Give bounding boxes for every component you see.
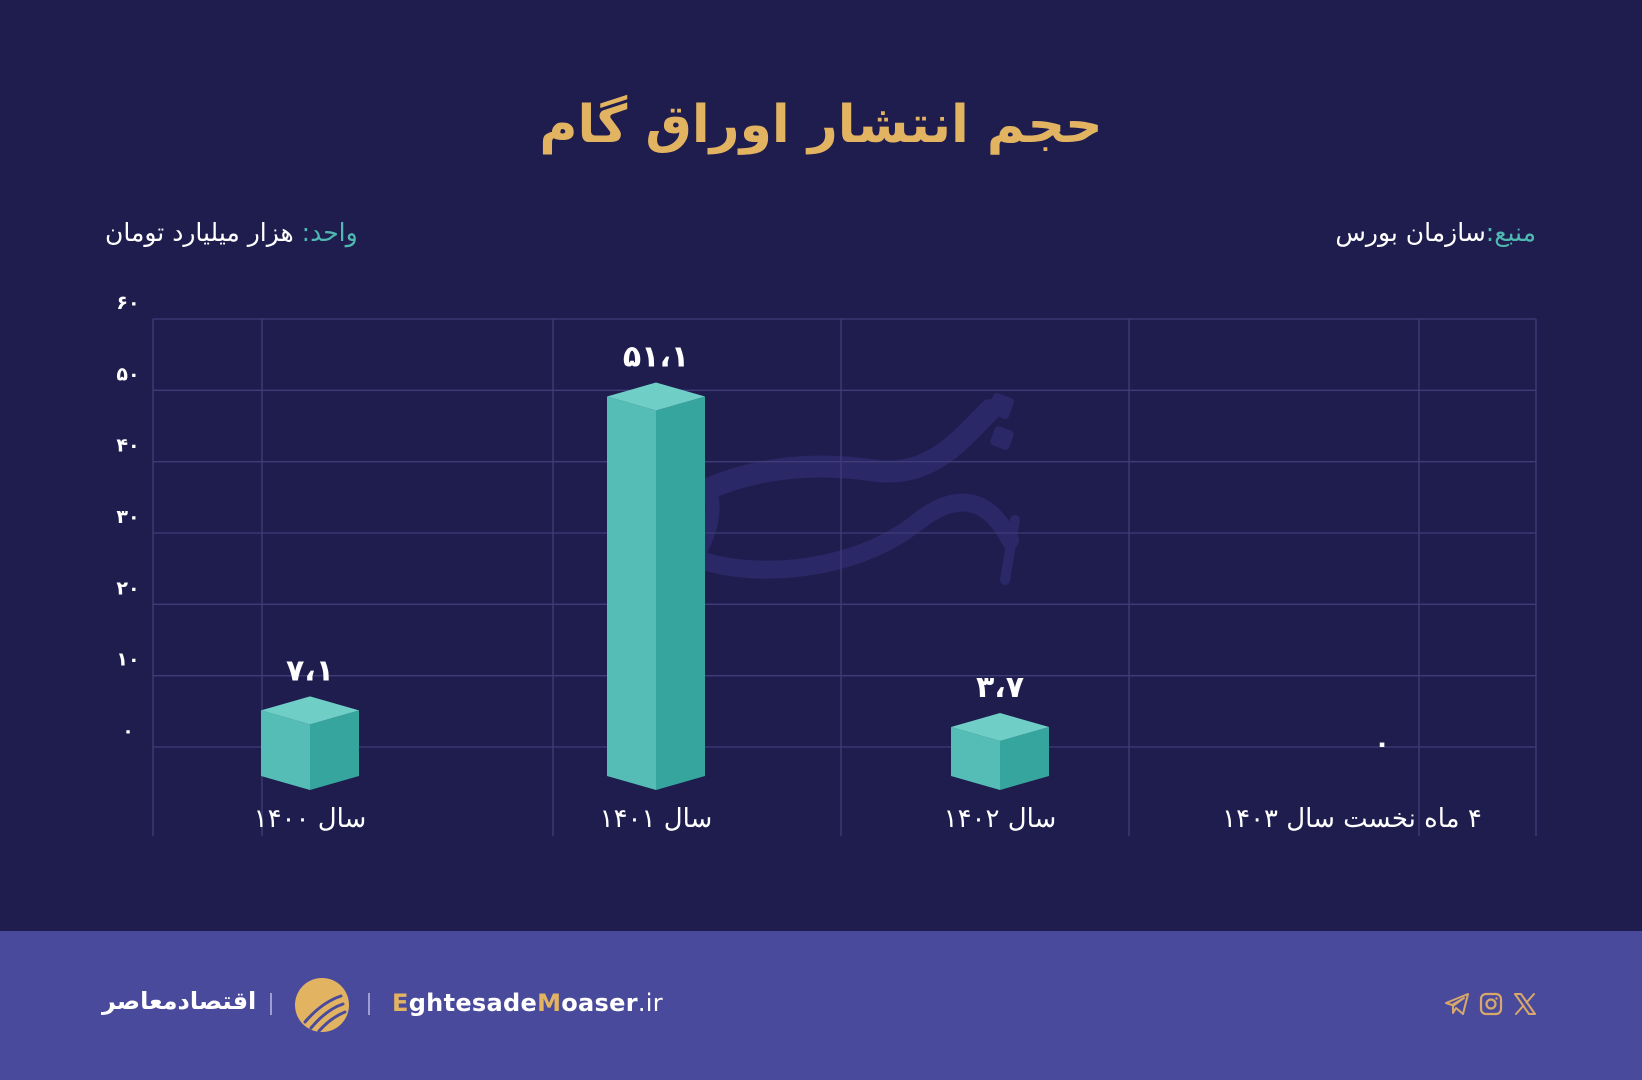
unit-value: هزار میلیارد تومان — [105, 218, 302, 247]
x-category-label: سال ۱۴۰۰ — [254, 804, 367, 834]
bar-value-label: ۰ — [1374, 729, 1390, 759]
bar-value-label: ۳،۷ — [976, 670, 1024, 705]
bar: ۰ — [1374, 729, 1390, 759]
y-tick-label: ۱۰ — [116, 649, 139, 671]
brand-name-fa: اقتصادمعاصر — [102, 987, 257, 1015]
y-tick-label: ۳۰ — [116, 506, 139, 528]
source-key: منبع: — [1485, 218, 1536, 247]
unit-key: واحد: — [301, 218, 358, 247]
bar-value-label: ۷،۱ — [286, 653, 334, 688]
unit-label: واحد: هزار میلیارد تومان — [105, 218, 358, 247]
watermark-logo — [644, 393, 1020, 597]
x-icon[interactable] — [1512, 991, 1538, 1017]
x-axis-labels: سال ۱۴۰۰ سال ۱۴۰۱ سال ۱۴۰۲ ۴ ماه نخست سال ۱… — [254, 804, 1482, 834]
bar: ۵۱،۱ — [607, 339, 705, 790]
brand-logo-icon — [295, 978, 349, 1032]
x-category-label: سال ۱۴۰۲ — [944, 804, 1057, 834]
divider — [368, 993, 370, 1015]
source-label: منبع:سازمان بورس — [1335, 218, 1536, 247]
footer-bar: اقتصادمعاصر EghtesadeMoaser.ir — [0, 931, 1642, 1080]
divider — [270, 993, 272, 1015]
chart-grid — [152, 318, 1537, 836]
bar-series: ۷،۱ ۵۱،۱ ۳،۷ ۰ — [261, 339, 1390, 790]
telegram-icon[interactable] — [1444, 991, 1470, 1017]
chart-title: حجم انتشار اوراق گام — [539, 95, 1103, 155]
source-value: سازمان بورس — [1335, 218, 1486, 247]
y-axis-ticks: ۰ ۱۰ ۲۰ ۳۰ ۴۰ ۵۰ ۶۰ — [116, 292, 139, 742]
x-category-label: ۴ ماه نخست سال ۱۴۰۳ — [1222, 804, 1482, 834]
x-category-label: سال ۱۴۰۱ — [600, 804, 713, 834]
bar: ۳،۷ — [951, 670, 1049, 790]
bar: ۷،۱ — [261, 653, 359, 790]
social-links — [1444, 991, 1538, 1017]
y-tick-label: ۵۰ — [116, 363, 139, 385]
website-link[interactable]: EghtesadeMoaser.ir — [392, 989, 663, 1017]
bar-value-label: ۵۱،۱ — [623, 339, 689, 374]
y-tick-label: ۲۰ — [116, 577, 139, 599]
y-tick-label: ۶۰ — [116, 292, 139, 314]
instagram-icon[interactable] — [1478, 991, 1504, 1017]
y-tick-label: ۰ — [122, 720, 134, 742]
y-tick-label: ۴۰ — [116, 435, 139, 457]
